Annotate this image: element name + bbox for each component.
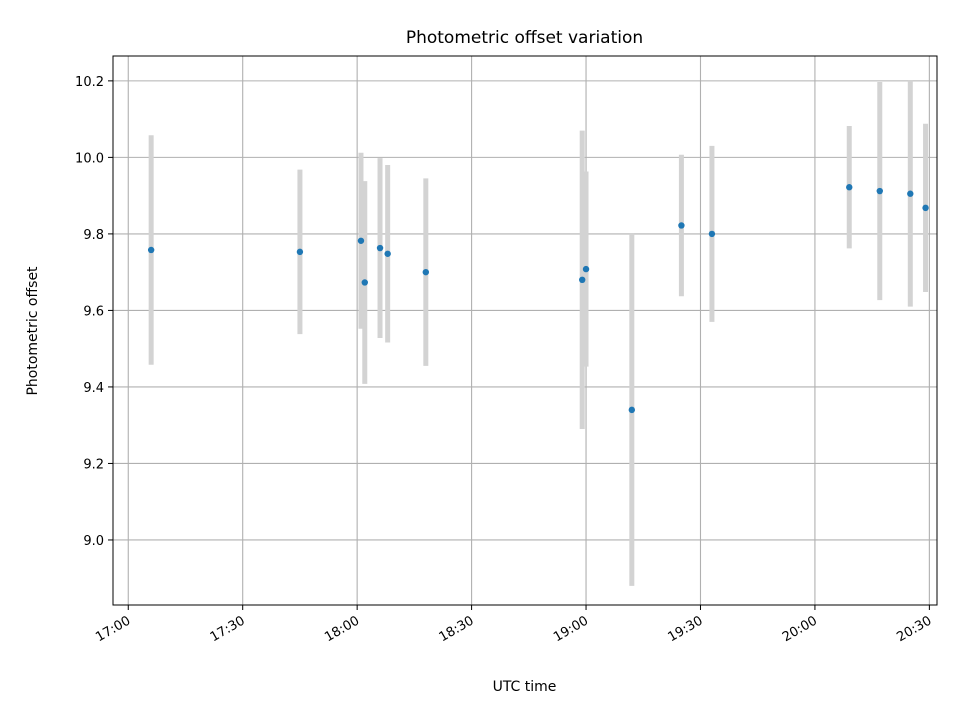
data-point bbox=[846, 184, 853, 191]
y-tick-label: 9.4 bbox=[83, 381, 104, 396]
data-points bbox=[147, 184, 929, 414]
data-point bbox=[422, 268, 430, 276]
data-point bbox=[296, 248, 304, 256]
data-point bbox=[628, 406, 636, 414]
y-axis: 9.0 9.2 9.4 9.6 9.8 10.0 10.2 bbox=[75, 75, 113, 549]
data-point bbox=[708, 230, 716, 238]
data-point bbox=[579, 276, 586, 284]
y-tick-label: 9.2 bbox=[83, 457, 104, 472]
y-tick-label: 9.0 bbox=[83, 534, 104, 549]
data-point bbox=[876, 187, 883, 195]
data-point bbox=[147, 246, 155, 254]
data-point bbox=[376, 244, 384, 252]
chart-title: Photometric offset variation bbox=[406, 28, 643, 48]
y-axis-label: Photometric offset bbox=[25, 266, 41, 396]
data-point bbox=[384, 250, 391, 257]
data-point bbox=[582, 265, 590, 273]
y-tick-label: 9.8 bbox=[83, 228, 104, 243]
data-point bbox=[907, 190, 914, 197]
y-tick-label: 10.2 bbox=[75, 75, 104, 90]
y-tick-label: 9.6 bbox=[83, 304, 104, 319]
plot-frame bbox=[112, 55, 938, 606]
x-axis-label: UTC time bbox=[493, 679, 557, 695]
y-tick-label: 10.0 bbox=[75, 151, 104, 166]
data-point bbox=[357, 237, 365, 244]
data-point bbox=[361, 279, 368, 286]
data-point bbox=[922, 204, 929, 212]
data-point bbox=[678, 222, 685, 229]
